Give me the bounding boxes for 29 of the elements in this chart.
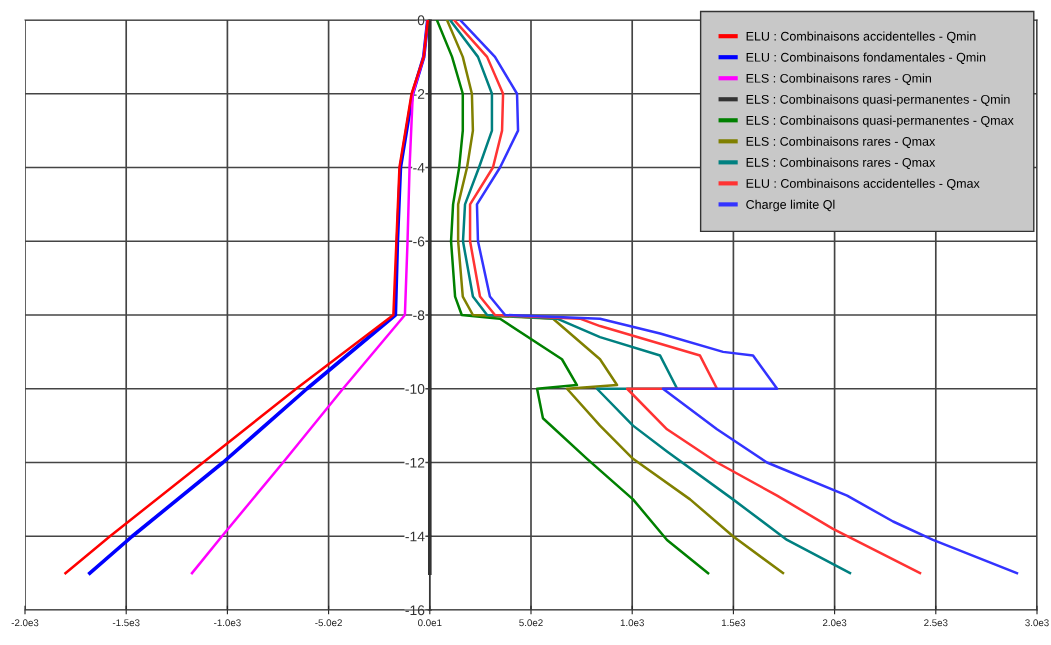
legend-label: ELU : Combinaisons accidentelles - Qmin	[746, 31, 976, 43]
y-tick-label: -10	[405, 384, 425, 394]
legend-label: ELU : Combinaisons accidentelles - Qmax	[746, 178, 980, 191]
legend-label: ELS : Combinaisons rares - Qmax	[746, 157, 936, 170]
y-tick-label: -4	[413, 162, 425, 173]
x-tick-label: -1.0e3	[214, 619, 241, 627]
x-tick-label: 0.0e1	[418, 619, 442, 627]
legend-label: ELS : Combinaisons quasi-permanentes - Qmax	[746, 115, 1014, 128]
y-tick-label: -12	[405, 457, 425, 468]
legend-label: ELS : Combinaisons rares - Qmax	[746, 136, 936, 149]
x-tick-label: 1.5e3	[721, 619, 746, 627]
legend-label: ELS : Combinaisons rares - Qmin	[746, 73, 931, 85]
y-tick-label: -16	[405, 605, 425, 616]
legend-label: Charge limite Ql	[746, 199, 835, 212]
legend-label: ELU : Combinaisons fondamentales - Qmin	[746, 52, 986, 64]
x-tick-label: -1.5e3	[112, 619, 140, 627]
x-tick-label: -2.0e3	[11, 619, 39, 627]
y-tick-label: -2	[413, 89, 425, 99]
x-tick-label: 2.5e3	[924, 619, 948, 627]
y-tick-label: -6	[413, 236, 425, 247]
x-tick-label: 5.0e2	[519, 619, 543, 627]
x-tick-label: 1.0e3	[620, 619, 644, 627]
x-tick-label: -5.0e2	[315, 619, 342, 627]
y-tick-label: 0	[417, 15, 425, 26]
y-tick-label: -14	[405, 531, 425, 542]
x-tick-label: 3.0e3	[1025, 619, 1049, 627]
legend-label: ELS : Combinaisons quasi-permanentes - Qmin	[746, 94, 1010, 107]
y-tick-label: -8	[413, 310, 425, 321]
x-tick-label: 2.0e3	[822, 619, 847, 627]
